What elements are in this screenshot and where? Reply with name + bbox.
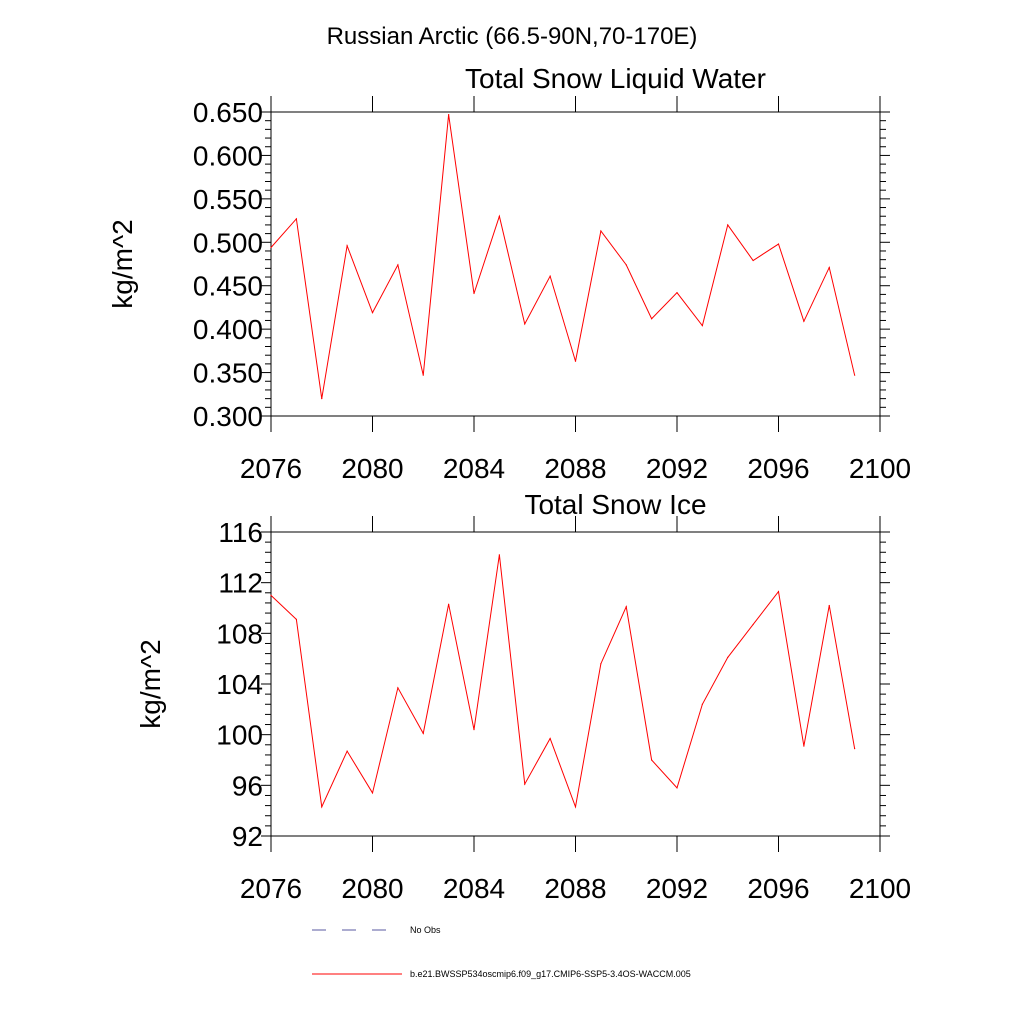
data-point bbox=[727, 656, 729, 659]
x-tick-label: 2092 bbox=[646, 873, 708, 904]
data-point bbox=[321, 806, 323, 808]
data-point bbox=[321, 398, 323, 400]
data-point bbox=[295, 218, 297, 220]
y-tick-label: 108 bbox=[216, 618, 263, 649]
data-point bbox=[371, 792, 374, 794]
data-point bbox=[676, 787, 678, 789]
data-point bbox=[549, 275, 551, 277]
x-tick-label: 2076 bbox=[240, 453, 302, 484]
data-point bbox=[473, 292, 475, 295]
y-axis-label: kg/m^2 bbox=[135, 639, 166, 728]
y-tick-label: 0.650 bbox=[193, 97, 263, 128]
data-point bbox=[752, 259, 754, 262]
data-point bbox=[600, 663, 602, 665]
y-tick-label: 100 bbox=[216, 720, 263, 751]
x-tick-label: 2100 bbox=[849, 873, 911, 904]
y-tick-label: 0.450 bbox=[193, 271, 263, 302]
data-point bbox=[498, 215, 500, 217]
data-point bbox=[473, 729, 475, 731]
data-point bbox=[803, 320, 805, 322]
series-line bbox=[270, 114, 856, 399]
data-point bbox=[701, 703, 703, 705]
x-tick-label: 2084 bbox=[443, 873, 505, 904]
y-tick-label: 112 bbox=[218, 568, 263, 599]
y-tick-label: 0.400 bbox=[193, 314, 263, 345]
chart-title: Total Snow Ice bbox=[524, 489, 706, 520]
data-point bbox=[397, 264, 399, 266]
data-point bbox=[295, 618, 297, 621]
data-point bbox=[422, 374, 424, 376]
legend-label-model-run: b.e21.BWSSP534oscmip6.f09_g17.CMIP6-SSP5… bbox=[410, 969, 691, 979]
panels: Total Snow Liquid Water 2076 2080 2084 2088 2… bbox=[107, 63, 911, 904]
y-tick-label: 0.300 bbox=[193, 401, 263, 432]
x-tick-label: 2076 bbox=[240, 873, 302, 904]
y-tick-label: 0.500 bbox=[193, 227, 263, 258]
data-point bbox=[600, 230, 602, 232]
y-tick-label: 116 bbox=[218, 517, 263, 548]
x-tick-label: 2084 bbox=[443, 453, 505, 484]
legend-label-no-obs: No Obs bbox=[410, 925, 441, 935]
data-point bbox=[676, 292, 678, 294]
y-tick-label: 92 bbox=[232, 821, 263, 852]
series-line bbox=[270, 554, 856, 809]
chart-panel-2: Total Snow Ice 2076 2080 2084 2088 2092 2096 21… bbox=[135, 489, 911, 904]
x-tick-label: 2088 bbox=[544, 873, 606, 904]
y-tick-label: 0.350 bbox=[193, 358, 263, 389]
data-point bbox=[854, 374, 856, 376]
data-point bbox=[524, 783, 526, 785]
legend-entry-model-run: b.e21.BWSSP534oscmip6.f09_g17.CMIP6-SSP5… bbox=[312, 969, 691, 979]
data-point bbox=[828, 266, 830, 269]
plot-frame bbox=[270, 111, 881, 417]
y-tick-label: 104 bbox=[216, 669, 263, 700]
figure-suptitle: Russian Arctic (66.5-90N,70-170E) bbox=[327, 23, 698, 50]
data-point bbox=[803, 745, 805, 747]
x-tick-label: 2092 bbox=[646, 453, 708, 484]
data-point bbox=[727, 224, 729, 226]
data-point bbox=[574, 806, 577, 808]
data-point bbox=[701, 325, 703, 327]
x-tick-label: 2096 bbox=[747, 453, 809, 484]
data-point bbox=[752, 623, 754, 626]
data-point bbox=[777, 243, 780, 245]
chart-title: Total Snow Liquid Water bbox=[465, 63, 766, 94]
data-point bbox=[346, 245, 348, 247]
x-tick-label: 2096 bbox=[747, 873, 809, 904]
data-point bbox=[270, 246, 272, 249]
data-point bbox=[651, 759, 653, 761]
chart-panel-1: Total Snow Liquid Water 2076 2080 2084 2088 2… bbox=[107, 63, 911, 484]
plot-frame bbox=[270, 531, 881, 837]
data-point bbox=[854, 748, 856, 750]
data-point bbox=[498, 554, 500, 556]
x-tick-label: 2080 bbox=[341, 873, 403, 904]
data-point bbox=[346, 750, 348, 752]
legend-entry-no-obs: No Obs bbox=[312, 925, 441, 935]
data-point bbox=[777, 590, 780, 593]
data-point bbox=[397, 687, 399, 689]
data-point bbox=[625, 606, 627, 608]
data-point bbox=[448, 603, 450, 605]
data-point bbox=[524, 323, 526, 325]
data-point bbox=[270, 594, 272, 596]
data-point bbox=[625, 264, 627, 266]
x-tick-label: 2100 bbox=[849, 453, 911, 484]
legend: No Obs b.e21.BWSSP534oscmip6.f09_g17.CMI… bbox=[312, 925, 691, 979]
y-axis-label: kg/m^2 bbox=[107, 219, 138, 308]
x-tick-label: 2080 bbox=[341, 453, 403, 484]
y-tick-label: 96 bbox=[232, 770, 263, 801]
x-tick-label: 2088 bbox=[544, 453, 606, 484]
data-point bbox=[651, 318, 653, 320]
data-point bbox=[574, 360, 577, 362]
data-point bbox=[448, 114, 450, 116]
y-tick-label: 0.550 bbox=[193, 184, 263, 215]
data-point bbox=[422, 732, 424, 735]
y-tick-label: 0.600 bbox=[193, 140, 263, 171]
data-point bbox=[371, 312, 374, 314]
data-point bbox=[549, 737, 551, 740]
data-point bbox=[828, 604, 830, 607]
